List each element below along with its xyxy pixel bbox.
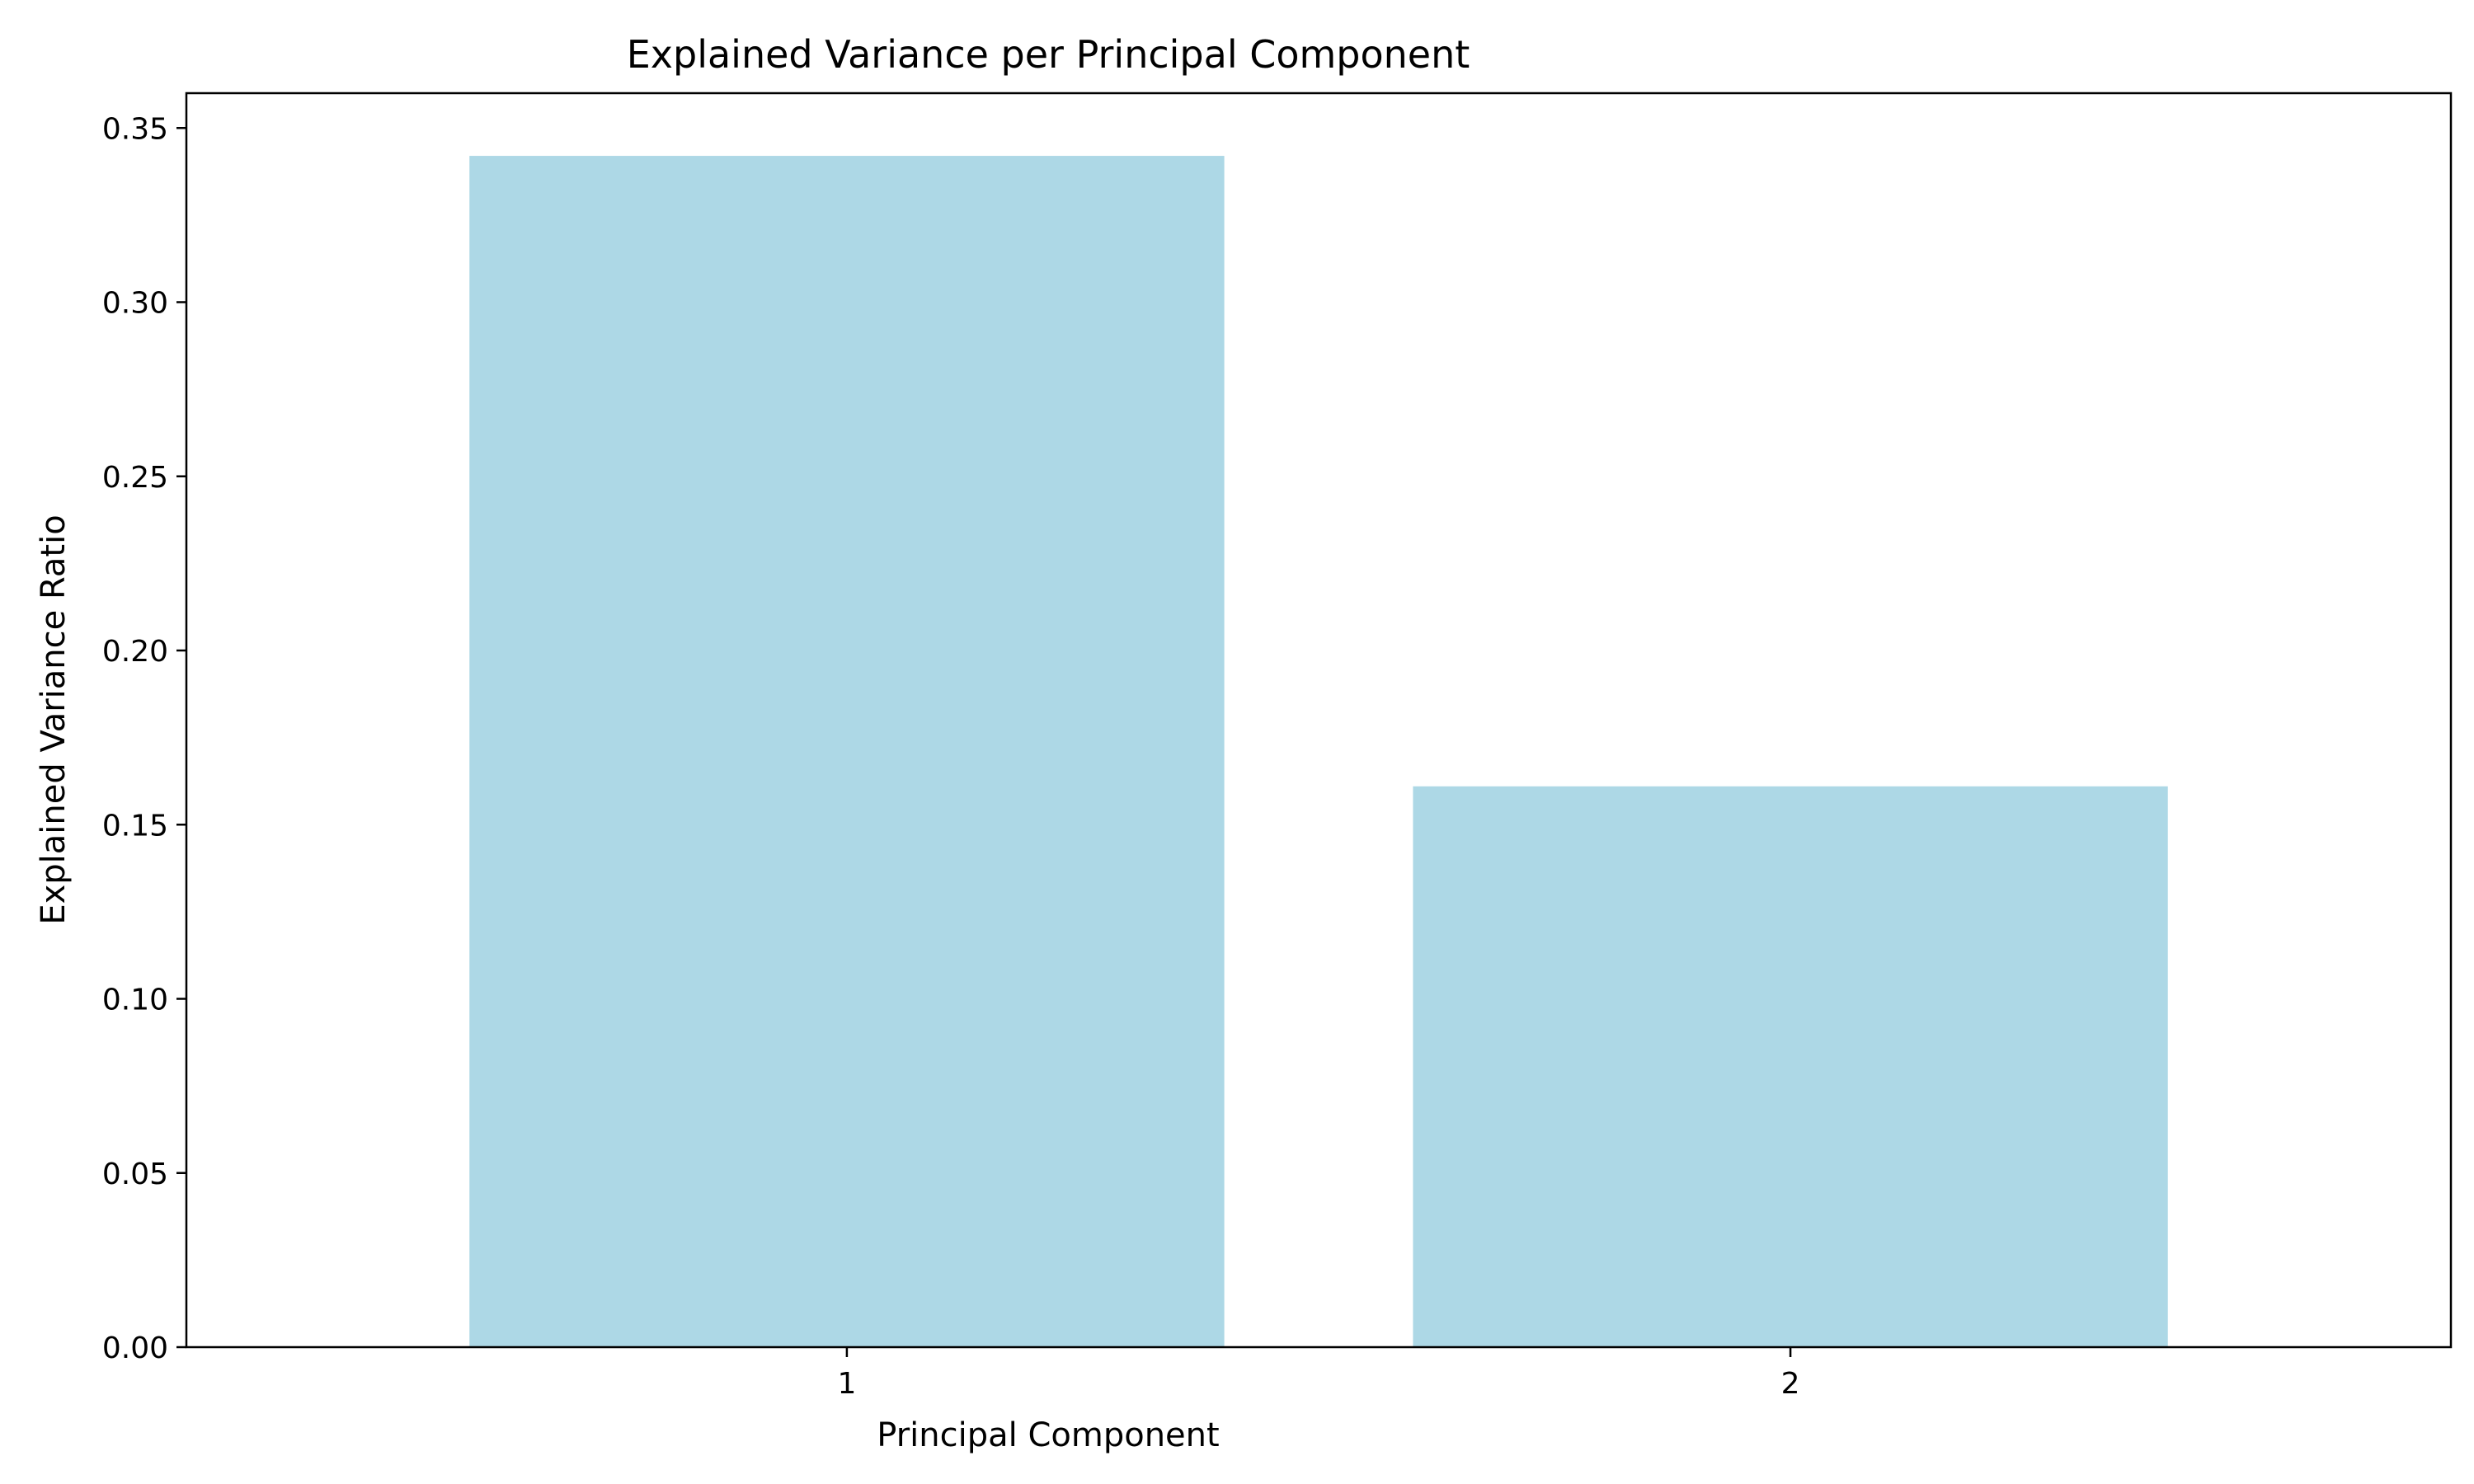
ticks-layer: 0.00 0.05 0.10 0.15 0.20 0.25 0.30 0.35 1 2 [102, 112, 1800, 1401]
y-tick-label: 0.30 [102, 287, 168, 321]
x-axis-label: Principal Component [877, 1416, 1219, 1454]
y-tick-label: 0.15 [102, 809, 168, 843]
y-axis-label: Explained Variance Ratio [35, 514, 73, 924]
x-tick-label: 2 [1781, 1367, 1800, 1401]
bars-layer [469, 156, 2168, 1347]
bar-component-2 [1413, 786, 2168, 1347]
y-tick-label: 0.35 [102, 112, 168, 146]
bar-component-1 [469, 156, 1225, 1347]
y-tick-label: 0.25 [102, 461, 168, 495]
y-tick-label: 0.00 [102, 1331, 168, 1365]
y-tick-label: 0.20 [102, 635, 168, 669]
chart-title: Explained Variance per Principal Compone… [627, 32, 1470, 77]
y-tick-label: 0.10 [102, 984, 168, 1017]
y-tick-label: 0.05 [102, 1158, 168, 1191]
plot-frame [185, 92, 2453, 1349]
x-tick-label: 1 [837, 1367, 856, 1401]
